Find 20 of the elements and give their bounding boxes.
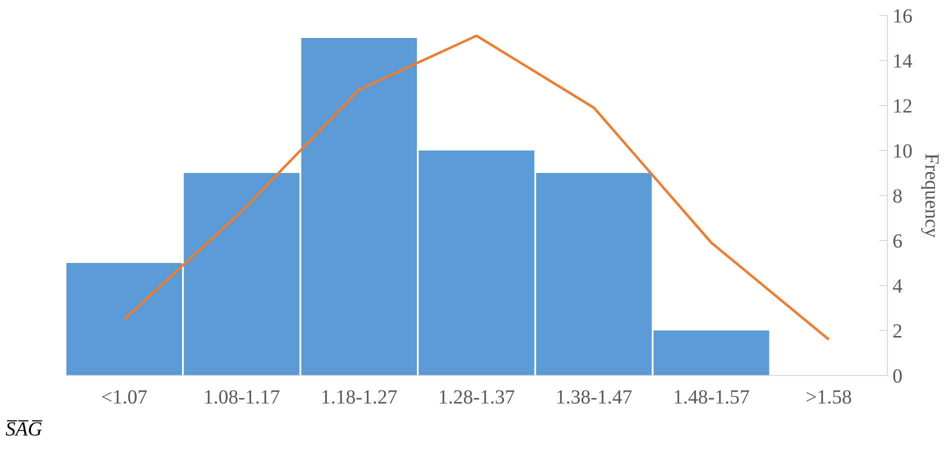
x-tick-label: 1.18-1.27 <box>320 386 398 408</box>
x-tick-label: >1.58 <box>806 386 852 408</box>
y-tick-label: 16 <box>892 6 912 28</box>
y-tick-label: 6 <box>892 230 902 252</box>
y-tick-label: 2 <box>892 320 902 342</box>
y-tick-label: 12 <box>892 96 912 118</box>
line-series <box>122 34 830 341</box>
x-axis-title: S̅A̅G̅ <box>6 418 44 440</box>
y-tick-label: 8 <box>892 186 902 208</box>
x-tick-label: 1.28-1.37 <box>438 386 515 408</box>
y-tick-label: 0 <box>892 366 902 388</box>
y-tick-label: 10 <box>892 140 912 162</box>
x-tick-label: 1.38-1.47 <box>556 386 632 408</box>
y-tick-label: 4 <box>892 276 902 298</box>
bar <box>66 263 182 376</box>
x-tick-label: 1.08-1.17 <box>203 386 280 408</box>
y-axis-title: Frequency <box>920 153 942 238</box>
x-tick-label: 1.48-1.57 <box>673 386 750 408</box>
y-tick-label: 14 <box>892 50 912 72</box>
x-tick-label: <1.07 <box>101 386 148 408</box>
